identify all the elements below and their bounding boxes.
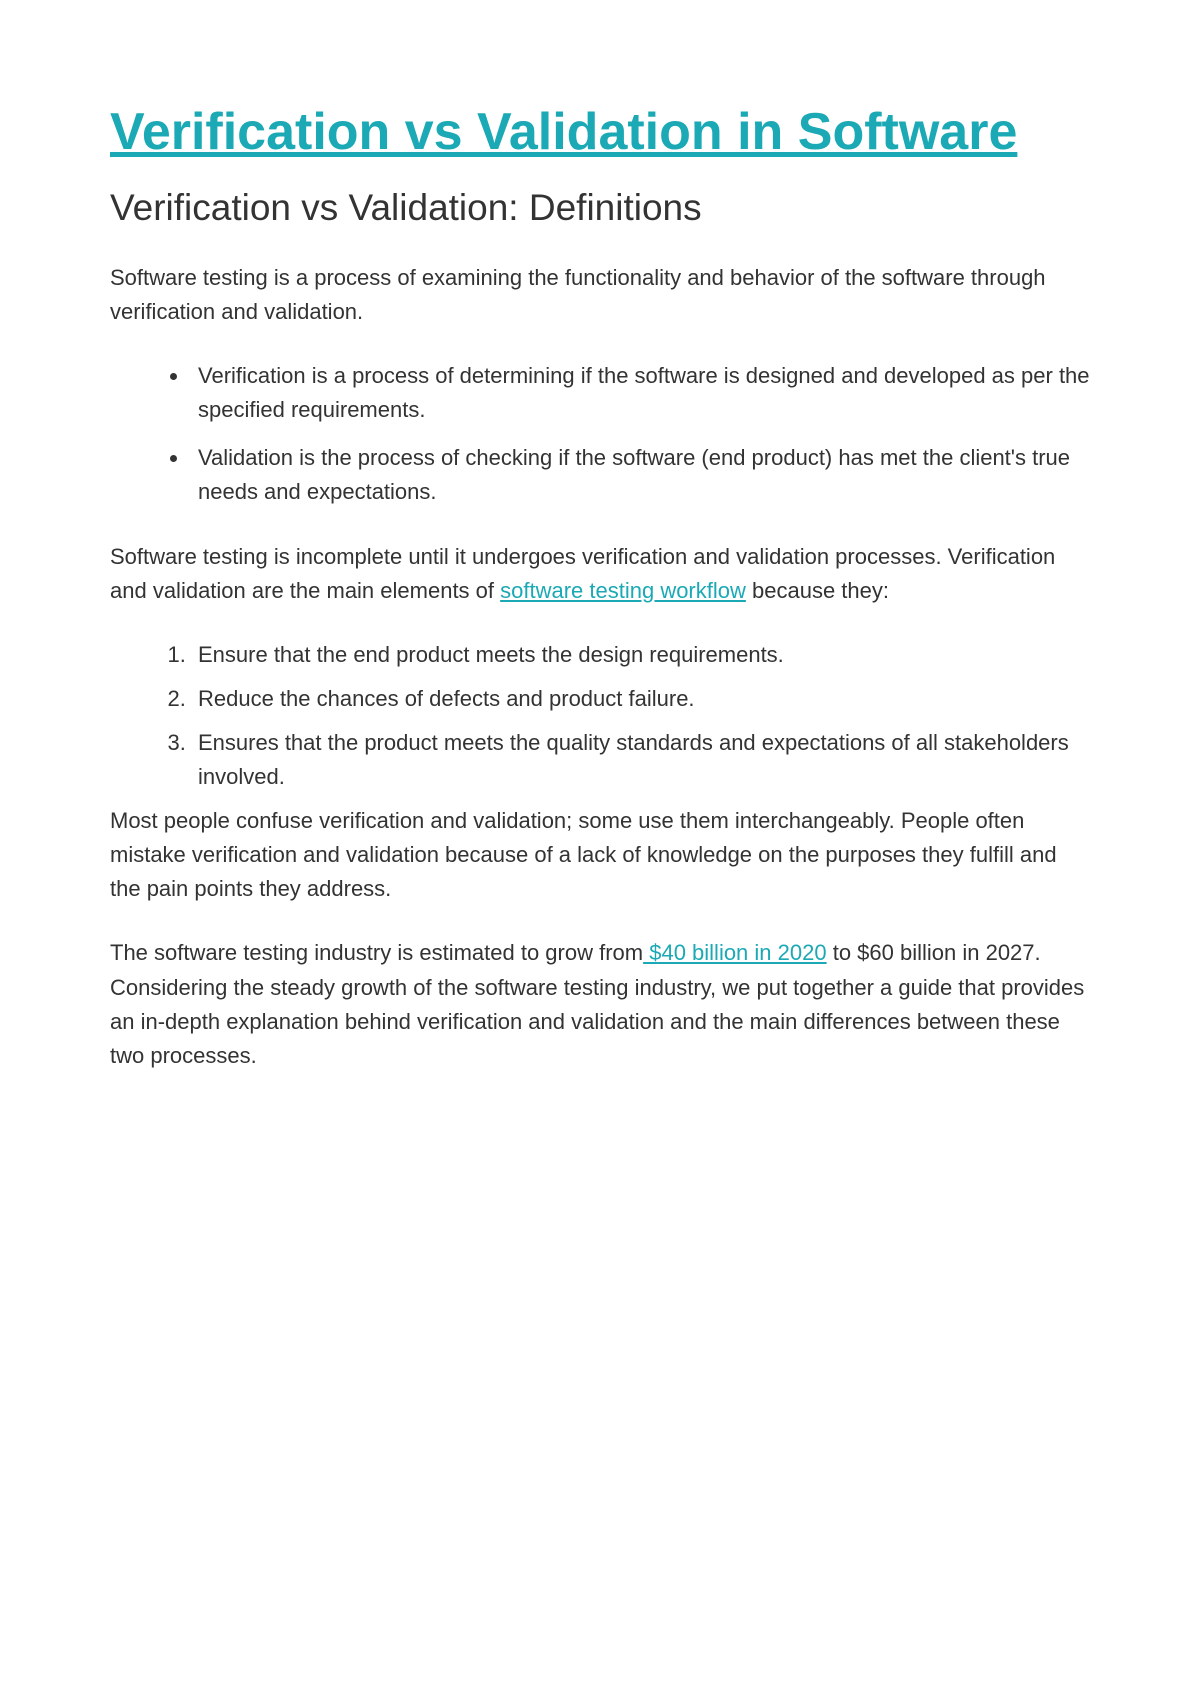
list-item: Reduce the chances of defects and produc… <box>192 682 1090 716</box>
list-item: Ensures that the product meets the quali… <box>192 726 1090 794</box>
list-item: Ensure that the end product meets the de… <box>192 638 1090 672</box>
confuse-paragraph: Most people confuse verification and val… <box>110 804 1090 906</box>
page-title[interactable]: Verification vs Validation in Software <box>110 100 1090 165</box>
workflow-link[interactable]: software testing workflow <box>500 578 746 603</box>
list-item: Verification is a process of determining… <box>190 359 1090 427</box>
mid-paragraph: Software testing is incomplete until it … <box>110 540 1090 608</box>
subtitle: Verification vs Validation: Definitions <box>110 187 1090 229</box>
list-item: Validation is the process of checking if… <box>190 441 1090 509</box>
intro-paragraph: Software testing is a process of examini… <box>110 261 1090 329</box>
definition-list: Verification is a process of determining… <box>110 359 1090 509</box>
text-segment: because they: <box>746 578 889 603</box>
stats-link[interactable]: $40 billion in 2020 <box>643 940 826 965</box>
text-segment: The software testing industry is estimat… <box>110 940 643 965</box>
final-paragraph: The software testing industry is estimat… <box>110 936 1090 1072</box>
reasons-list: Ensure that the end product meets the de… <box>110 638 1090 794</box>
